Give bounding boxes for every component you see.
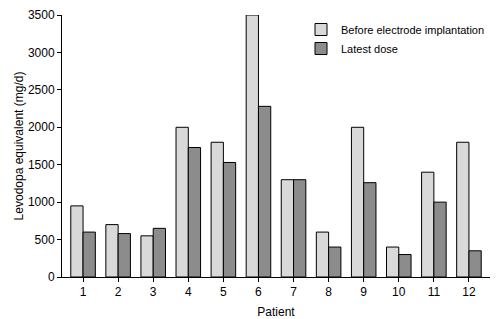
svg-text:3000: 3000 [28,46,55,60]
svg-text:11: 11 [428,285,441,299]
svg-text:12: 12 [462,285,476,299]
svg-text:4: 4 [185,285,192,299]
svg-text:6: 6 [255,285,262,299]
svg-text:1000: 1000 [28,195,55,209]
svg-text:1500: 1500 [28,158,55,172]
svg-text:3500: 3500 [28,8,55,22]
svg-text:1: 1 [80,285,87,299]
svg-text:2000: 2000 [28,120,55,134]
svg-text:2: 2 [115,285,122,299]
svg-text:2500: 2500 [28,83,55,97]
svg-text:0: 0 [48,270,55,284]
svg-text:7: 7 [290,285,297,299]
svg-text:Patient: Patient [257,305,295,319]
svg-text:9: 9 [360,285,367,299]
svg-text:Latest dose: Latest dose [341,43,398,55]
svg-text:Before electrode implantation: Before electrode implantation [341,24,484,36]
svg-text:Levodopa equivalent (mg/d): Levodopa equivalent (mg/d) [12,72,26,221]
svg-text:10: 10 [392,285,406,299]
svg-text:500: 500 [35,233,55,247]
svg-text:5: 5 [220,285,227,299]
svg-text:8: 8 [325,285,332,299]
svg-text:3: 3 [150,285,157,299]
